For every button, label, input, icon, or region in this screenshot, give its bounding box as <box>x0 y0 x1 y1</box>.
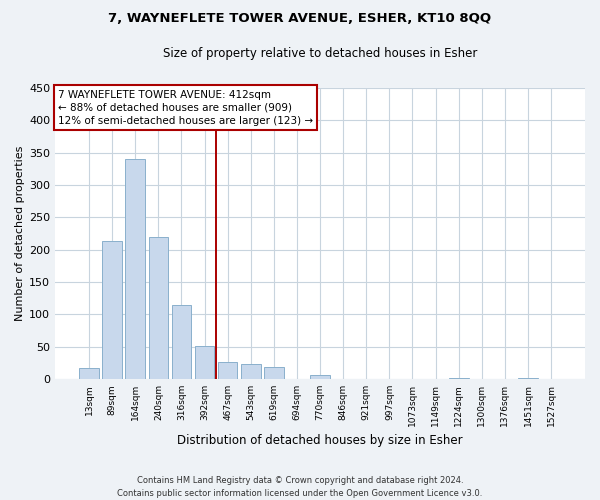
Title: Size of property relative to detached houses in Esher: Size of property relative to detached ho… <box>163 48 477 60</box>
Bar <box>79 368 99 379</box>
Bar <box>149 237 168 379</box>
Bar <box>518 378 538 379</box>
Bar <box>241 364 260 379</box>
Bar <box>310 376 330 379</box>
Bar <box>264 367 284 379</box>
Bar <box>449 378 469 379</box>
Bar <box>103 240 122 379</box>
Bar <box>172 305 191 379</box>
Text: 7 WAYNEFLETE TOWER AVENUE: 412sqm
← 88% of detached houses are smaller (909)
12%: 7 WAYNEFLETE TOWER AVENUE: 412sqm ← 88% … <box>58 90 313 126</box>
Bar <box>218 362 238 379</box>
Bar <box>195 346 214 379</box>
X-axis label: Distribution of detached houses by size in Esher: Distribution of detached houses by size … <box>177 434 463 448</box>
Y-axis label: Number of detached properties: Number of detached properties <box>15 146 25 322</box>
Text: Contains HM Land Registry data © Crown copyright and database right 2024.
Contai: Contains HM Land Registry data © Crown c… <box>118 476 482 498</box>
Bar <box>125 159 145 379</box>
Text: 7, WAYNEFLETE TOWER AVENUE, ESHER, KT10 8QQ: 7, WAYNEFLETE TOWER AVENUE, ESHER, KT10 … <box>109 12 491 26</box>
